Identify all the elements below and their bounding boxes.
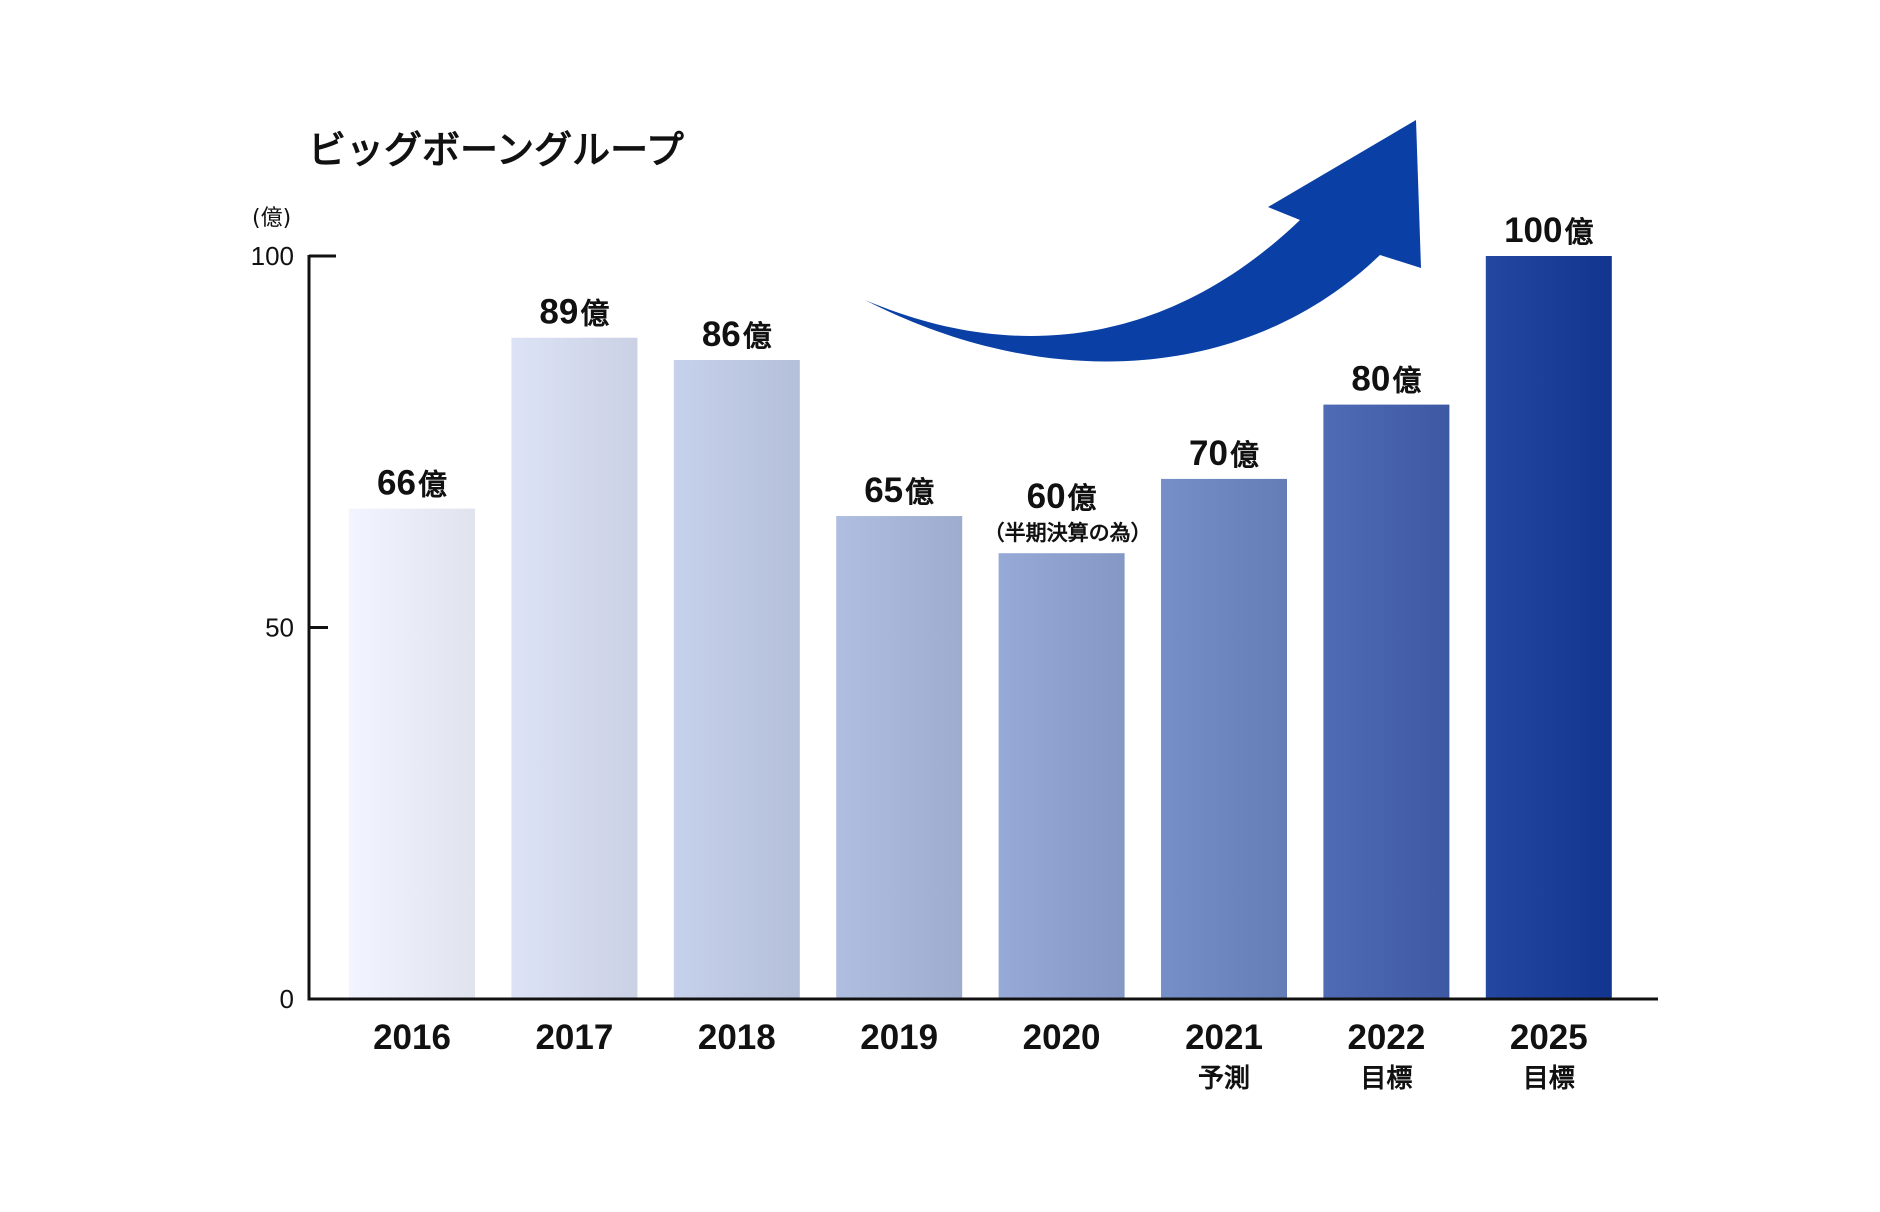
x-sublabel-2021: 予測 [1198, 1064, 1250, 1094]
bar-2025 [1485, 256, 1612, 999]
x-sublabel-2022: 目標 [1360, 1064, 1412, 1094]
y-axis-ticks: 0 50 100 [251, 241, 336, 1014]
x-tick-label-2021: 2021 [1185, 1018, 1263, 1057]
x-tick-label-2017: 2017 [535, 1018, 613, 1057]
data-label-2025: 100億 [1504, 211, 1593, 250]
data-label-2022: 80億 [1351, 360, 1421, 399]
y-tick-label-100: 100 [251, 241, 294, 271]
bar-2018 [673, 360, 800, 999]
bar-2021 [1161, 478, 1287, 999]
chart-title: ビッグボーングループ [308, 128, 684, 172]
x-tick-label-2022: 2022 [1347, 1018, 1425, 1057]
x-tick-label-2016: 2016 [373, 1018, 451, 1057]
data-label-2016: 66億 [377, 464, 447, 503]
y-tick-label-50: 50 [265, 613, 294, 643]
x-tick-label-2020: 2020 [1023, 1018, 1101, 1057]
data-label-2018: 86億 [702, 315, 772, 354]
x-tick-label-2019: 2019 [860, 1018, 938, 1057]
bars [349, 256, 1612, 1000]
bar-2020 [998, 553, 1125, 999]
data-label-2017: 89億 [539, 293, 609, 332]
data-labels: 66億 89億 86億 65億 60億 （半期決算の為） 70億 80億 100億 [377, 211, 1593, 545]
bar-2016 [349, 508, 475, 999]
data-label-2019: 65億 [864, 471, 934, 510]
x-axis-labels: 2016 2017 2018 2019 2020 2021 予測 2022 目標 2025 目標 [373, 1018, 1588, 1094]
y-tick-label-0: 0 [280, 984, 294, 1014]
data-label-2020: 60億 [1027, 477, 1097, 516]
bar-2017 [511, 337, 638, 1000]
x-tick-label-2018: 2018 [698, 1018, 776, 1057]
data-label-2021: 70億 [1189, 434, 1259, 473]
bar-2019 [836, 516, 963, 999]
y-axis-unit-label: (億) [252, 206, 291, 231]
trend-arrow-icon [865, 120, 1421, 362]
axes [307, 255, 1658, 1001]
x-tick-label-2025: 2025 [1510, 1018, 1588, 1057]
data-note-2020: （半期決算の為） [984, 521, 1152, 545]
bar-2022 [1323, 404, 1450, 1000]
x-sublabel-2025: 目標 [1523, 1064, 1575, 1094]
